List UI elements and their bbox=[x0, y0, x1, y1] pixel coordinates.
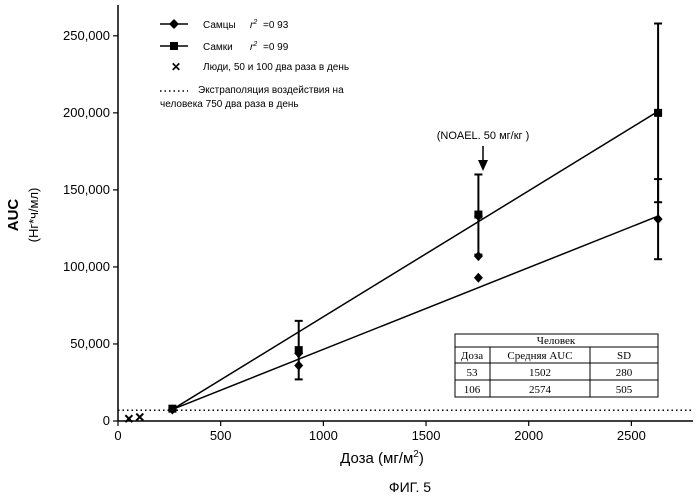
male-data-point bbox=[654, 214, 663, 224]
x-tick-label: 2000 bbox=[514, 428, 543, 443]
female-data-point bbox=[295, 346, 303, 354]
legend-label-female: Самки bbox=[203, 42, 233, 53]
noael-arrow-head bbox=[478, 160, 488, 171]
y-tick-label: 100,000 bbox=[63, 259, 110, 274]
noael-annotation: (NOAEL. 50 мг/кг ) bbox=[437, 130, 530, 142]
legend-label-extrapolation-1: Экстраполяция воздействия на bbox=[198, 85, 344, 96]
y-tick-label: 150,000 bbox=[63, 182, 110, 197]
legend-r2-female-symbol: r2 bbox=[250, 41, 257, 53]
y-tick-label: 50,000 bbox=[70, 336, 110, 351]
x-tick-label: 1500 bbox=[412, 428, 441, 443]
y-axis-title: AUC bbox=[5, 199, 22, 232]
table-cell: 505 bbox=[616, 384, 633, 396]
y-tick-label: 250,000 bbox=[63, 28, 110, 43]
x-tick-label: 0 bbox=[114, 428, 121, 443]
legend-label-human: Люди, 50 и 100 два раза в день bbox=[203, 62, 349, 73]
female-data-point bbox=[654, 109, 662, 117]
female-data-point bbox=[168, 405, 176, 413]
legend-marker-female bbox=[170, 42, 178, 50]
legend-label-male: Самцы bbox=[203, 20, 236, 31]
table-cell: 106 bbox=[464, 384, 481, 396]
legend-r2-male-symbol: r2 bbox=[250, 19, 257, 31]
table-header-sd: SD bbox=[617, 350, 631, 362]
table-header-auc: Средняя AUC bbox=[507, 350, 572, 362]
legend-r2-male: =0 93 bbox=[263, 20, 289, 31]
legend: Самцы r2 =0 93 Самки r2 =0 99 ✕ Люди, 50… bbox=[160, 19, 349, 110]
table-title: Человек bbox=[537, 335, 576, 347]
y-tick-label: 200,000 bbox=[63, 105, 110, 120]
x-ticks: 0 500 1000 1500 2000 2500 bbox=[114, 421, 645, 443]
x-axis-title: Доза (мг/м2) bbox=[340, 449, 424, 467]
figure-label: ФИГ. 5 bbox=[389, 479, 431, 495]
legend-label-extrapolation-2: человека 750 два раза в день bbox=[160, 99, 299, 110]
table-cell: 280 bbox=[616, 367, 633, 379]
male-data-point bbox=[474, 273, 483, 283]
human-data-point bbox=[136, 414, 143, 421]
x-tick-label: 1000 bbox=[309, 428, 338, 443]
x-axis-title-main: Доза (мг/м bbox=[340, 450, 413, 467]
table-cell: 2574 bbox=[529, 384, 552, 396]
legend-r2-female: =0 99 bbox=[263, 42, 289, 53]
human-data-table: Человек Доза Средняя AUC SD 53 1502 280 … bbox=[455, 334, 658, 397]
male-data-point bbox=[294, 361, 303, 371]
female-data-point bbox=[474, 211, 482, 219]
table-header-dose: Доза bbox=[461, 350, 483, 362]
male-data-point bbox=[474, 251, 483, 261]
y-axis-units: (Нг*ч/мл) bbox=[26, 188, 41, 243]
legend-marker-human: ✕ bbox=[171, 60, 181, 74]
table-cell: 1502 bbox=[529, 367, 551, 379]
x-axis-title-suffix: ) bbox=[419, 450, 424, 467]
y-ticks: 0 50,000 100,000 150,000 200,000 250,000 bbox=[63, 28, 118, 428]
legend-marker-male bbox=[169, 19, 179, 29]
table-cell: 53 bbox=[467, 367, 479, 379]
x-tick-label: 2500 bbox=[617, 428, 646, 443]
x-tick-label: 500 bbox=[210, 428, 232, 443]
y-tick-label: 0 bbox=[103, 413, 110, 428]
error-bars bbox=[295, 23, 662, 379]
